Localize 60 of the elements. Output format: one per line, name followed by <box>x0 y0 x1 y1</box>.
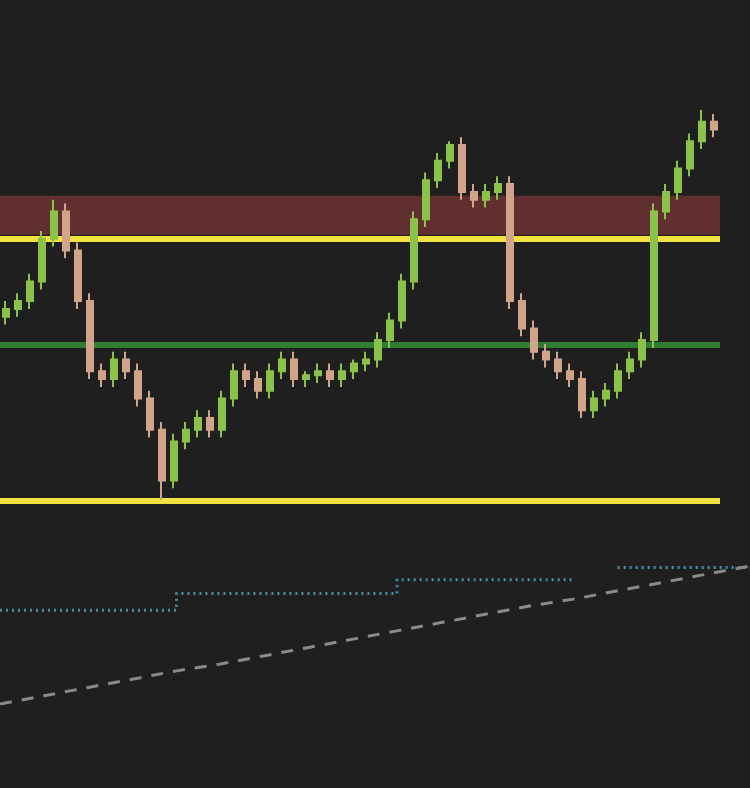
candlestick <box>242 362 250 388</box>
candlestick <box>86 292 94 381</box>
candlestick <box>302 370 310 388</box>
candlestick <box>650 202 658 349</box>
candlestick <box>338 362 346 388</box>
candlestick <box>266 362 274 400</box>
candlestick <box>482 183 490 209</box>
candlestick <box>218 389 226 439</box>
candlestick <box>566 362 574 388</box>
candlestick <box>590 389 598 420</box>
candlestick <box>686 132 694 178</box>
candlestick <box>254 370 262 400</box>
candlestick <box>350 358 358 381</box>
candlestick <box>518 292 526 338</box>
candlestick <box>146 389 154 439</box>
candlestick <box>170 432 178 490</box>
candlestick <box>398 272 406 330</box>
candlestick <box>458 136 466 201</box>
candlestick <box>122 350 130 381</box>
candlestick <box>386 311 394 349</box>
candlestick <box>554 350 562 381</box>
candlestick <box>602 382 610 408</box>
candlestick <box>14 292 22 318</box>
candlestick <box>110 350 118 388</box>
candlestick <box>638 331 646 369</box>
candlestick <box>614 362 622 400</box>
candlestick <box>422 171 430 228</box>
candlestick <box>194 409 202 439</box>
candlestick <box>290 350 298 388</box>
candlestick <box>674 159 682 201</box>
candlestick <box>578 370 586 420</box>
candlestick <box>506 175 514 310</box>
candlestick <box>662 183 670 221</box>
candlestick <box>542 343 550 369</box>
candlestick <box>62 202 70 260</box>
candlestick <box>314 362 322 384</box>
candlestick <box>158 421 166 501</box>
candlestick <box>326 362 334 388</box>
candlestick <box>710 112 718 139</box>
candlestick <box>494 175 502 201</box>
candlestick <box>50 198 58 248</box>
candlestick <box>230 362 238 408</box>
candlestick <box>278 350 286 381</box>
candlestick <box>410 210 418 291</box>
candlestick <box>470 183 478 209</box>
candlestick <box>626 350 634 381</box>
candlestick <box>206 409 214 439</box>
candlestick <box>134 362 142 408</box>
candlestick <box>434 151 442 189</box>
candlestick <box>38 229 46 291</box>
candlestick <box>182 421 190 451</box>
candlestick <box>74 241 82 310</box>
candlestick <box>2 300 10 326</box>
candlestick <box>98 362 106 388</box>
candlestick <box>26 272 34 310</box>
candlestick <box>362 350 370 373</box>
candlestick <box>698 109 706 150</box>
candlestick <box>446 140 454 170</box>
candlestick <box>530 319 538 361</box>
candlestick <box>374 331 382 369</box>
